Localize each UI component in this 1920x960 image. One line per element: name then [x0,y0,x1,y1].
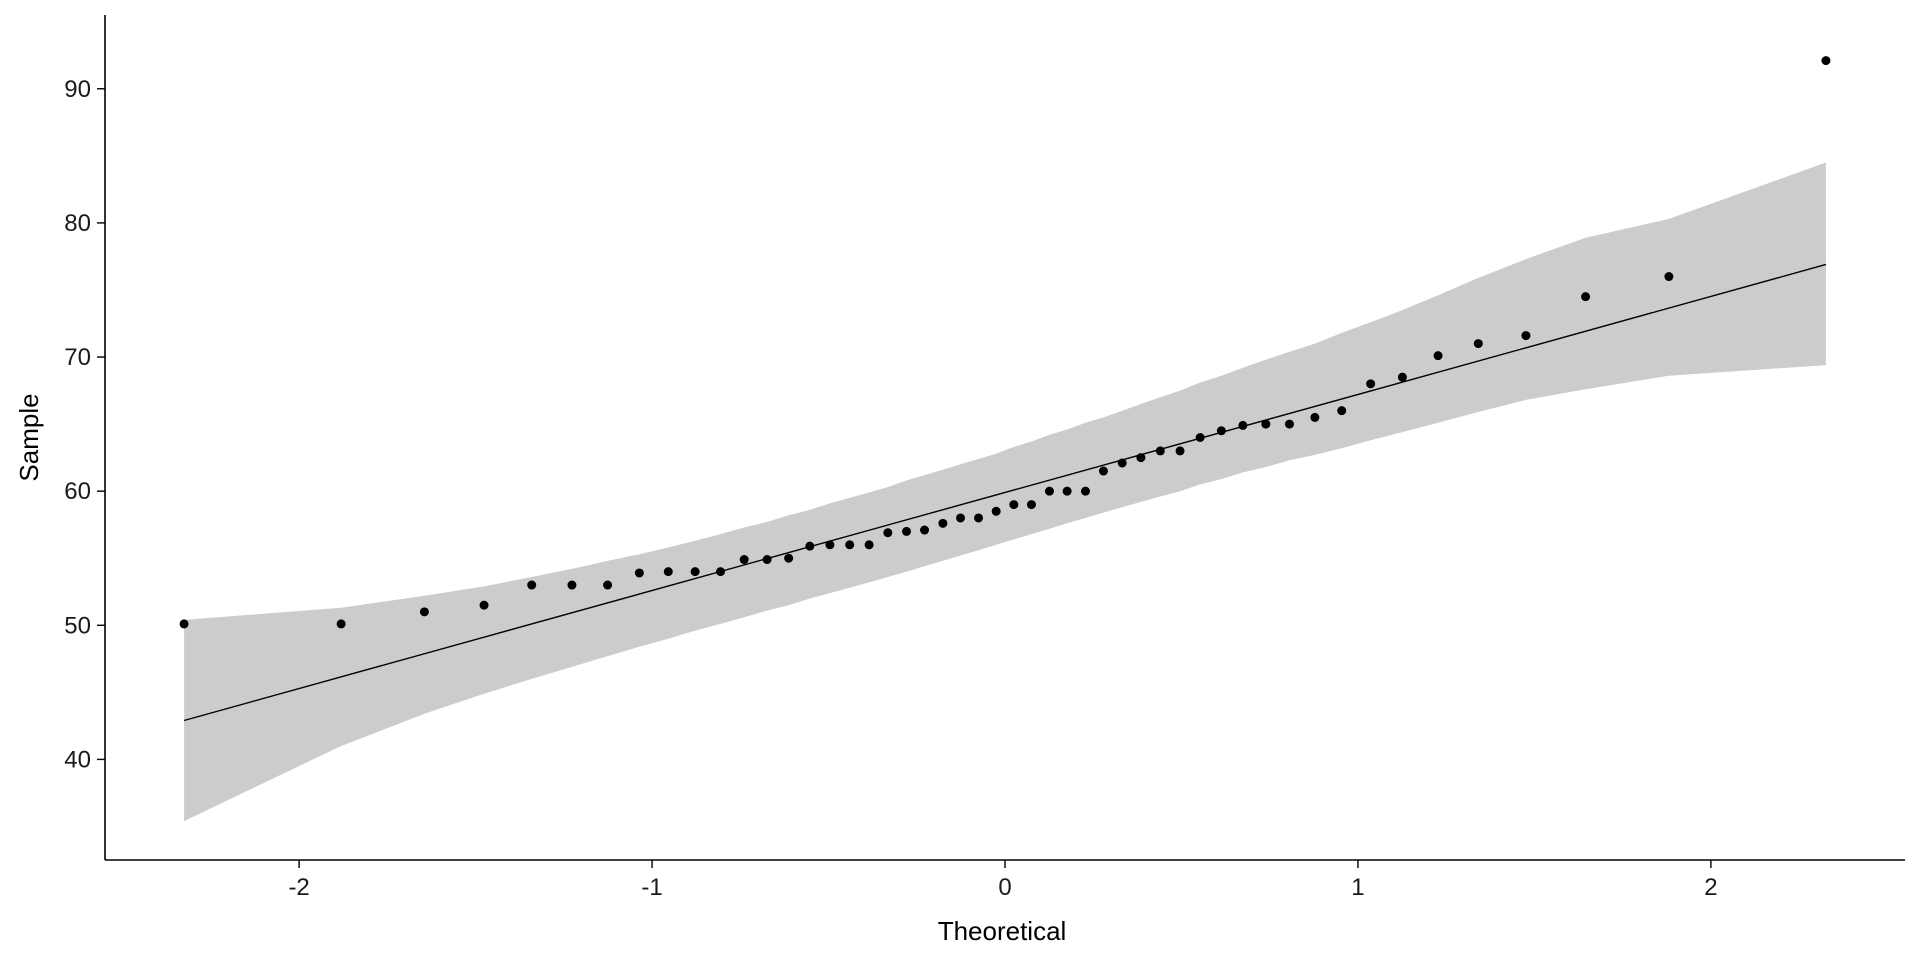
data-point [419,607,429,617]
y-tick-label: 40 [64,746,91,773]
data-point [479,600,489,610]
data-point [1080,486,1090,496]
reference-line-layer [183,263,1827,722]
data-point [1581,292,1591,302]
data-point [527,580,537,590]
data-point [1026,500,1036,510]
data-point [336,619,346,629]
data-point [179,619,189,629]
data-points-layer [179,56,1831,629]
data-point [938,518,948,528]
data-point [567,580,577,590]
data-point [1521,331,1531,341]
data-point [1155,446,1165,456]
reference-line [183,263,1827,722]
x-tick-label: -1 [641,874,662,901]
data-point [956,513,966,523]
data-point [716,567,726,577]
data-point [825,540,835,550]
data-point [690,567,700,577]
data-point [920,525,930,535]
data-point [974,513,984,523]
data-point [845,540,855,550]
x-tick-label: 0 [998,874,1011,901]
data-point [1366,379,1376,389]
data-point [1284,419,1294,429]
data-point [1433,351,1443,361]
data-point [1136,453,1146,463]
y-tick-label: 90 [64,76,91,103]
data-point [902,526,912,536]
axes-layer: -2 -1 0 1 2 40 50 60 70 80 90 [64,15,1905,901]
data-point [762,555,772,565]
y-tick-label: 50 [64,612,91,639]
data-point [739,555,749,565]
y-tick-label: 80 [64,210,91,237]
x-tick-label: -2 [288,874,309,901]
x-tick-label: 1 [1351,874,1364,901]
data-point [784,553,794,563]
data-point [1337,406,1347,416]
data-point [991,506,1001,516]
data-point [864,540,874,550]
data-point [1664,272,1674,282]
data-point [1821,56,1831,66]
data-point [603,580,613,590]
data-point [1473,339,1483,349]
data-point [1117,458,1127,468]
data-point [634,568,644,578]
data-point [1044,486,1054,496]
data-point [1310,412,1320,422]
data-point [1261,419,1271,429]
data-point [1397,372,1407,382]
data-point [663,567,673,577]
data-point [1098,466,1108,476]
y-tick-label: 70 [64,344,91,371]
data-point [1195,433,1205,442]
data-point [1009,500,1019,510]
x-axis-title: Theoretical [938,916,1067,946]
data-point [1216,426,1226,436]
y-axis-title: Sample [14,393,44,481]
x-tick-label: 2 [1704,874,1717,901]
y-tick-label: 60 [64,478,91,505]
data-point [1175,446,1185,456]
data-point [805,541,815,551]
data-point [1238,420,1248,430]
data-point [883,528,893,538]
data-point [1062,486,1072,496]
